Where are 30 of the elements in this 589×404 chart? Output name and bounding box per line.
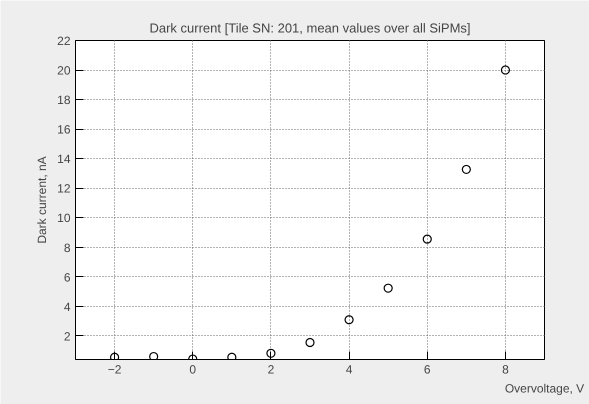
x-tick-label: 6 [424,362,431,376]
y-tick-label: 8 [64,240,71,255]
point [149,352,158,360]
point [344,315,354,324]
point [422,234,432,244]
x-tick-label: 2 [268,362,275,376]
x-axis-title: Overvoltage, V [504,382,584,396]
x-tick-label: 4 [346,362,353,376]
y-tick-label: 18 [57,93,71,108]
y-tick-label: 20 [57,64,71,78]
point [227,352,236,360]
y-tick-label: 6 [64,270,71,284]
point [462,164,471,174]
y-axis-title: Dark current, nA [35,156,50,244]
y-tick-label: 2 [64,329,71,344]
y-tick-label: 14 [57,152,71,166]
y-tick-label: 10 [57,211,71,226]
x-tick-label: −2 [108,362,122,376]
point [384,284,393,293]
point [110,352,120,360]
y-tick-label: 12 [57,182,71,196]
chart-title: Dark current [Tile SN: 201, mean values over all SiPMs] [149,20,471,36]
y-tick-label: 4 [64,300,71,314]
x-tick-label: 8 [502,362,510,376]
point [266,348,276,358]
y-tick-label: 22 [57,34,71,48]
point [500,65,510,75]
y-tick-label: 16 [57,122,71,137]
x-tick-label: 0 [189,362,196,376]
point [305,338,315,348]
